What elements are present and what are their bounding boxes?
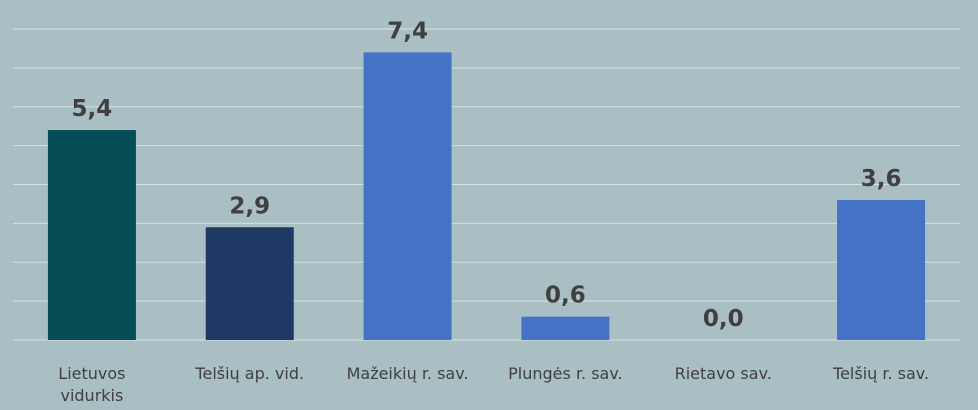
x-tick-label: Mažeikių r. sav. [346,364,469,383]
x-tick-label: Plungės r. sav. [508,364,623,383]
bar [837,200,926,340]
x-tick-label: Lietuvos vidurkis [58,364,126,405]
value-label: 5,4 [72,96,113,122]
x-tick-label: Rietavo sav. [674,364,772,383]
bar [521,316,610,340]
bar [47,130,136,340]
x-tick-label: Telšių r. sav. [833,364,930,383]
value-label: 0,0 [703,306,744,332]
bar [205,227,294,340]
value-label: 2,9 [229,193,270,219]
x-tick-label: Telšių ap. vid. [195,364,305,383]
bar [363,52,452,340]
value-label: 3,6 [861,166,902,192]
value-label: 7,4 [387,18,428,44]
value-label: 0,6 [545,283,586,309]
